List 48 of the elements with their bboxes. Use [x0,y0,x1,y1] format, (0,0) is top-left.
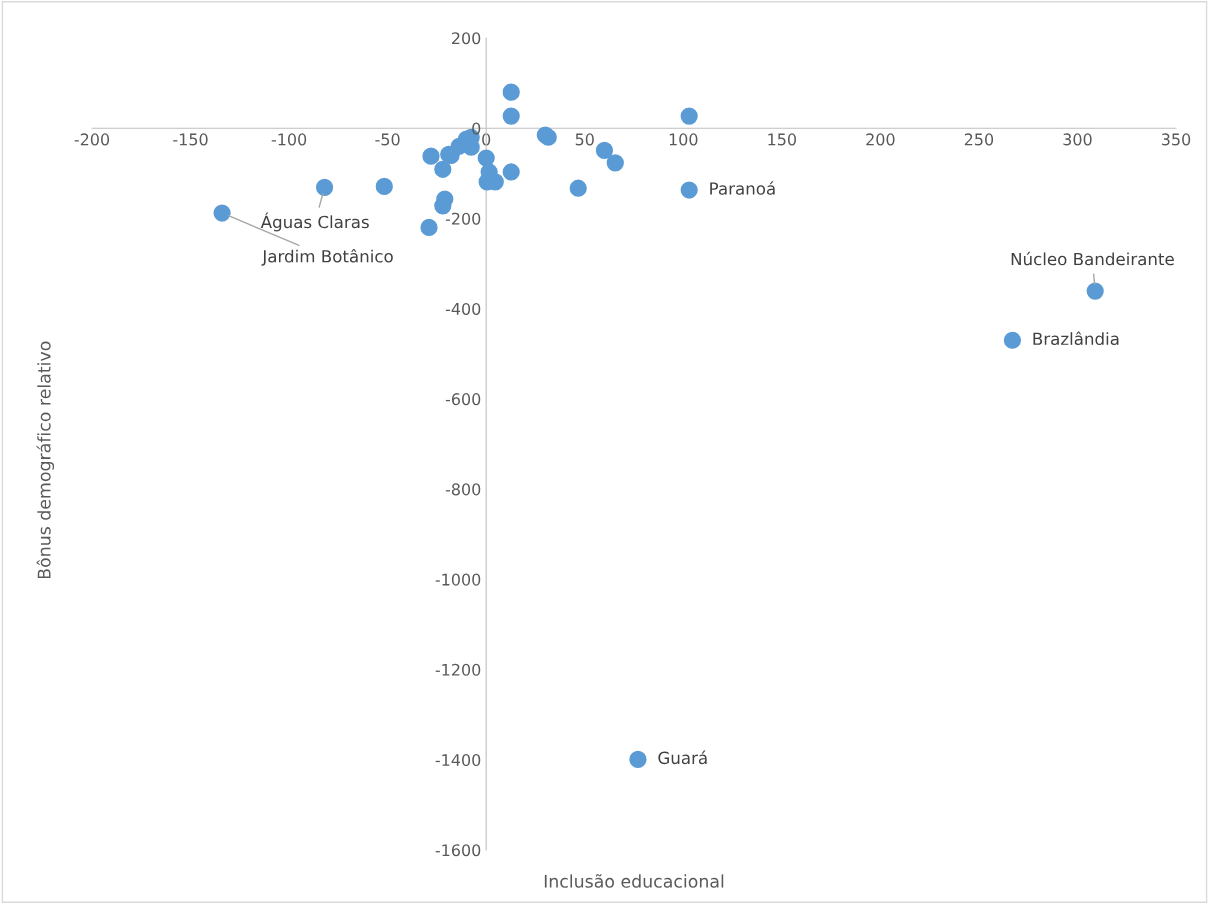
x-tick-label: 50 [575,133,594,146]
y-tick-label: 200 [452,32,481,45]
x-tick-label: -200 [74,133,110,146]
annotation: Águas Claras [260,212,369,232]
point [477,149,495,167]
annotation: Paranoá [710,181,775,195]
y-tick-label: -1200 [435,663,481,676]
y-tick-label: 0 [472,122,481,135]
point [422,147,440,165]
y-tick-label: -1000 [435,573,481,586]
x-tick-label: 350 [1161,133,1191,146]
point [595,141,614,159]
y-axis-title: Bônus demográfico relativo [36,341,55,579]
annotation: Núcleo Bandeirante [1011,251,1174,266]
x-tick-label: 100 [669,133,698,146]
point [420,218,438,237]
x-tick-label: -50 [375,133,400,146]
point [1086,282,1104,300]
x-tick-label: -150 [173,133,208,146]
x-tick-label: 0 [482,133,491,146]
annotation: Brazlândia [1033,331,1119,346]
annotation: Guará [658,750,707,765]
point [502,163,520,181]
x-axis-title: Inclusão educacional [544,874,724,888]
point [629,750,647,768]
point [213,204,231,222]
point [315,178,334,196]
point [1003,331,1022,349]
x-tick-label: 150 [768,133,796,146]
point [375,177,393,196]
y-tick-label: -1600 [435,844,481,857]
point [434,160,452,178]
point [569,179,587,197]
y-tick-label: -400 [445,302,481,315]
y-tick-label: -200 [445,212,481,225]
y-tick-label: -1400 [435,753,481,767]
x-tick-label: -100 [271,133,307,146]
y-tick-label: -800 [445,483,481,496]
point [680,107,698,125]
point [502,83,520,101]
x-tick-label: 200 [866,133,895,146]
point [502,107,520,125]
x-tick-label: 250 [964,133,994,146]
y-tick-label: -600 [445,393,481,406]
point [606,154,624,172]
x-tick-label: 300 [1063,133,1092,146]
point [680,181,698,199]
annotation: Jardim Botânico [261,249,393,266]
